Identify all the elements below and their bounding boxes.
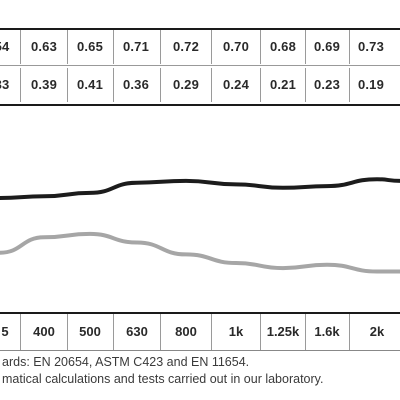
table-column-separator (113, 68, 114, 102)
series-line-light (0, 231, 400, 274)
axis-column-separator (113, 314, 114, 350)
table-divider (0, 104, 400, 106)
x-tick-label: 5 (1, 324, 9, 339)
table-column-separator (160, 30, 161, 64)
x-tick-label: 800 (175, 324, 197, 339)
table-cell: 0.70 (222, 39, 250, 54)
table-cell: 0.23 (313, 77, 341, 92)
table-cell: 0.19 (357, 77, 385, 92)
table-cell: 0.24 (222, 77, 250, 92)
table-column-separator (349, 30, 350, 64)
frequency-axis-row: 5 400 500 630 800 1k 1.25k 1.6k 2k (0, 312, 400, 352)
series-line-dark (0, 177, 400, 200)
table-column-separator (20, 30, 21, 64)
table-cell: 33 (0, 77, 10, 92)
footnote-tests: matical calculations and tests carried o… (2, 372, 324, 386)
table-cell: 0.65 (76, 39, 104, 54)
table-column-separator (67, 68, 68, 102)
table-cell: 0.39 (30, 77, 58, 92)
table-column-separator (305, 30, 306, 64)
axis-divider (0, 350, 400, 351)
x-tick-label: 1.6k (314, 324, 340, 339)
table-cell: 0.71 (122, 39, 150, 54)
x-tick-label: 1.25k (266, 324, 300, 339)
absorption-line-chart (0, 177, 400, 274)
axis-column-separator (305, 314, 306, 350)
table-cell: 0.36 (122, 77, 150, 92)
table-cell: 0.41 (76, 77, 104, 92)
table-column-separator (211, 30, 212, 64)
x-tick-label: 630 (126, 324, 148, 339)
x-tick-label: 400 (33, 324, 55, 339)
table-column-separator (260, 68, 261, 102)
table-column-separator (211, 68, 212, 102)
table-cell: 0.63 (30, 39, 58, 54)
table-cell: 0.73 (357, 39, 385, 54)
table-divider (0, 28, 400, 30)
table-cell: 0.21 (269, 77, 297, 92)
absorption-data-table: 54 0.63 0.65 0.71 0.72 0.70 0.68 0.69 0.73 33 0.3… (0, 0, 400, 110)
table-cell: 0.68 (269, 39, 297, 54)
table-row: 33 0.39 0.41 0.36 0.29 0.24 0.21 0.23 0.19 (0, 68, 400, 102)
axis-column-separator (211, 314, 212, 350)
axis-column-separator (67, 314, 68, 350)
footnotes: ards: EN 20654, ASTM C423 and EN 11654. … (0, 354, 400, 388)
table-column-separator (349, 68, 350, 102)
table-column-separator (20, 68, 21, 102)
footnote-standards: ards: EN 20654, ASTM C423 and EN 11654. (2, 355, 250, 369)
table-column-separator (160, 68, 161, 102)
axis-column-separator (349, 314, 350, 350)
x-tick-label: 1k (228, 324, 244, 339)
table-cell: 0.72 (172, 39, 200, 54)
x-tick-label: 2k (369, 324, 385, 339)
table-column-separator (113, 30, 114, 64)
table-cell: 54 (0, 39, 10, 54)
axis-divider (0, 312, 400, 314)
axis-column-separator (20, 314, 21, 350)
table-column-separator (67, 30, 68, 64)
table-column-separator (260, 30, 261, 64)
table-divider (0, 65, 400, 66)
x-tick-label: 500 (79, 324, 101, 339)
axis-column-separator (260, 314, 261, 350)
table-cell: 0.29 (172, 77, 200, 92)
table-column-separator (305, 68, 306, 102)
table-row: 54 0.63 0.65 0.71 0.72 0.70 0.68 0.69 0.73 (0, 30, 400, 64)
axis-column-separator (160, 314, 161, 350)
table-cell: 0.69 (313, 39, 341, 54)
